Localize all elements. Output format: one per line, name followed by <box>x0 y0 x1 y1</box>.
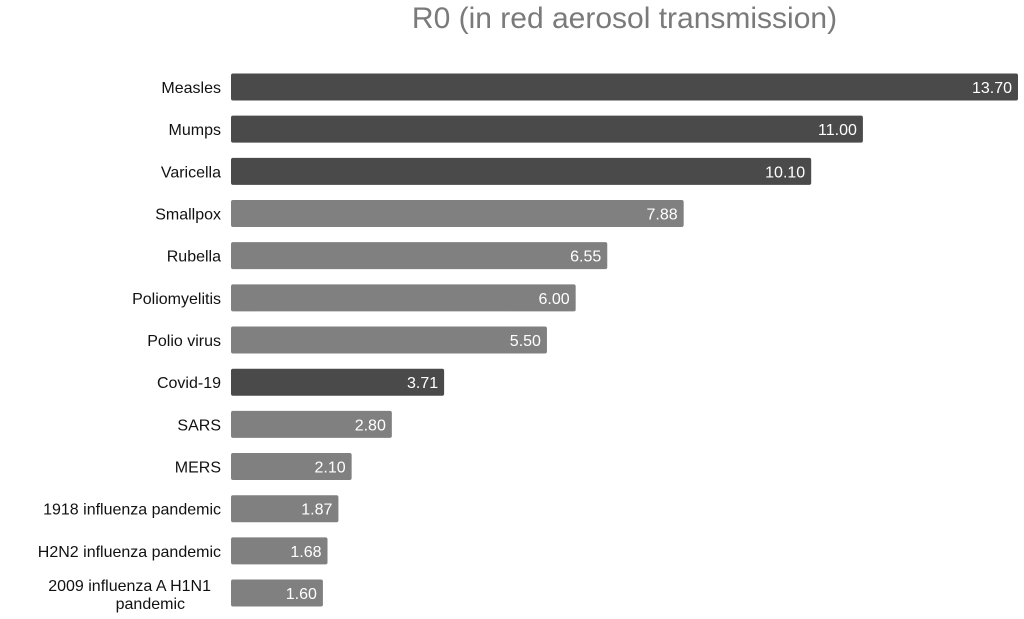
bar-mumps <box>231 115 863 143</box>
value-label-rubella: 6.55 <box>570 249 601 266</box>
bar-polio-virus <box>231 326 547 354</box>
category-label-line: pandemic <box>116 596 185 613</box>
category-label-varicella: Varicella <box>161 164 221 181</box>
value-label-mers: 2.10 <box>314 460 345 477</box>
category-label-measles: Measles <box>161 80 221 97</box>
category-label-poliomyelitis: Poliomyelitis <box>132 291 221 308</box>
value-label-varicella: 10.10 <box>765 164 805 181</box>
category-label-2009-influenza-a-h1n1-pandemic: 2009 influenza A H1N1 pandemic <box>48 578 211 613</box>
bar-varicella <box>231 157 812 185</box>
bar-rubella <box>231 242 608 270</box>
bar-mers <box>231 453 352 481</box>
bar-h2n2-influenza-pandemic <box>231 537 328 565</box>
category-label-mumps: Mumps <box>169 122 221 139</box>
value-label-h2n2-influenza-pandemic: 1.68 <box>290 544 321 561</box>
value-label-polio-virus: 5.50 <box>510 333 541 350</box>
bar-poliomyelitis <box>231 284 576 312</box>
category-label-h2n2-influenza-pandemic: H2N2 influenza pandemic <box>38 544 221 561</box>
category-label-mers: MERS <box>175 460 221 477</box>
category-label-smallpox: Smallpox <box>155 207 221 224</box>
value-label-mumps: 11.00 <box>818 122 857 139</box>
bar-covid-19 <box>231 368 445 396</box>
value-label-measles: 13.70 <box>972 80 1012 97</box>
category-label-sars: SARS <box>177 417 221 434</box>
bar-smallpox <box>231 200 684 228</box>
bar-2009-influenza-a-h1n1-pandemic <box>231 579 323 607</box>
category-label-line: 2009 influenza A H1N1 <box>48 578 211 595</box>
value-label-covid-19: 3.71 <box>407 375 438 392</box>
bar-sars <box>231 410 392 438</box>
bar-measles <box>231 73 1018 101</box>
category-label-1918-influenza-pandemic: 1918 influenza pandemic <box>43 502 221 519</box>
value-label-2009-influenza-a-h1n1-pandemic: 1.60 <box>286 586 317 603</box>
chart-title: R0 (in red aerosol transmission) <box>411 2 838 35</box>
bar-1918-influenza-pandemic <box>231 495 339 523</box>
category-label-covid-19: Covid-19 <box>157 375 221 392</box>
value-label-1918-influenza-pandemic: 1.87 <box>301 502 332 519</box>
category-label-polio-virus: Polio virus <box>147 333 221 350</box>
category-label-rubella: Rubella <box>167 249 221 266</box>
value-label-sars: 2.80 <box>355 417 386 434</box>
value-label-poliomyelitis: 6.00 <box>539 291 570 308</box>
value-label-smallpox: 7.88 <box>647 207 678 224</box>
